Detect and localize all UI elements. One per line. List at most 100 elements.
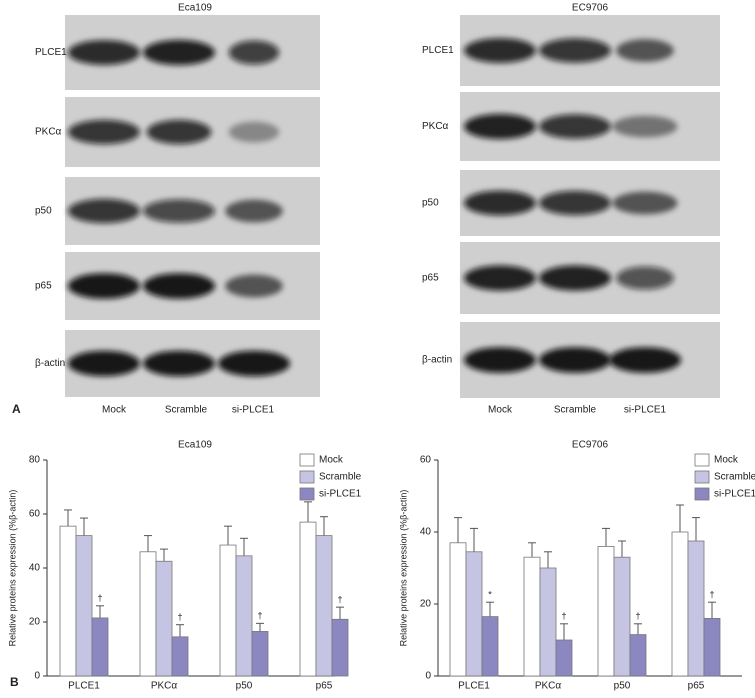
y-tick-label: 20 (29, 617, 41, 628)
bar (703, 618, 721, 677)
y-tick-label: 20 (420, 599, 432, 610)
significance-mark: † (337, 595, 342, 605)
bar (155, 560, 173, 677)
bar (75, 535, 93, 677)
blot-band (218, 350, 290, 377)
blot-row-label: p65 (35, 281, 52, 292)
bar (539, 567, 557, 677)
significance-mark: † (177, 612, 182, 622)
bar (91, 617, 109, 677)
chart-title: Eca109 (178, 440, 212, 451)
blot-band (68, 350, 140, 377)
bar (139, 551, 157, 677)
legend-label: Mock (319, 455, 344, 466)
lane-label: Mock (102, 405, 127, 416)
blot-title: Eca109 (178, 3, 212, 14)
blot-band (225, 199, 283, 223)
bar (219, 544, 237, 677)
legend-swatch (299, 470, 315, 484)
blot-band (68, 40, 140, 65)
blot-row-label: PKCα (422, 121, 449, 132)
bar (331, 618, 349, 677)
x-tick-label: p50 (614, 681, 631, 692)
x-tick-label: p65 (688, 681, 705, 692)
bar (555, 639, 573, 677)
bar (235, 555, 253, 677)
blot-band (539, 265, 611, 291)
blot-band (464, 38, 536, 63)
blot-band (616, 266, 674, 290)
significance-mark: † (561, 611, 566, 621)
blot-row-label: p50 (35, 206, 52, 217)
y-axis-label: Relative proteins expression (%β-actin) (7, 490, 17, 647)
blot-band (68, 119, 140, 145)
x-tick-label: PKCα (151, 681, 178, 692)
legend-swatch (694, 487, 710, 501)
legend-swatch (299, 453, 315, 467)
blot-band (539, 114, 611, 139)
bar (687, 540, 705, 677)
blot-band (228, 121, 280, 143)
blot-band (612, 191, 678, 215)
blot-band (464, 113, 536, 140)
chart-title: EC9706 (572, 440, 609, 451)
blot-band (539, 347, 611, 373)
bar (315, 535, 333, 677)
x-tick-label: p50 (236, 681, 253, 692)
bar (613, 556, 631, 677)
blot-row-label: p65 (422, 273, 439, 284)
blot-band (612, 115, 678, 138)
bar (449, 542, 467, 677)
blot-band (464, 265, 536, 291)
x-tick-label: PLCE1 (68, 681, 100, 692)
y-tick-label: 40 (420, 527, 432, 538)
x-tick-label: PKCα (535, 681, 562, 692)
legend-swatch (694, 470, 710, 484)
blot-band (609, 347, 681, 373)
y-axis-label: Relative proteins expression (%β-actin) (398, 490, 408, 647)
blot-band (464, 347, 536, 373)
x-tick-label: PLCE1 (458, 681, 490, 692)
blot-band (143, 39, 215, 66)
lane-label: Scramble (165, 405, 208, 416)
blot-band (68, 198, 140, 224)
y-tick-label: 60 (29, 509, 41, 520)
legend-label: Mock (714, 455, 739, 466)
panel-label: A (12, 402, 21, 416)
y-tick-label: 0 (34, 671, 40, 682)
bar (597, 546, 615, 677)
bar (523, 556, 541, 677)
panel-label: B (10, 675, 19, 689)
blot-band (143, 350, 215, 377)
significance-mark: † (635, 611, 640, 621)
legend-label: Scramble (714, 472, 755, 483)
bar (251, 631, 269, 677)
blot-band (143, 199, 215, 223)
blot-band (146, 119, 212, 145)
blot-row-label: β-actin (35, 358, 65, 369)
blot-band (68, 273, 140, 299)
y-tick-label: 0 (425, 671, 431, 682)
blot-band (225, 274, 283, 298)
legend-label: Scramble (319, 472, 362, 483)
significance-mark: † (257, 611, 262, 621)
legend-swatch (299, 487, 315, 501)
blot-row-label: PKCα (35, 127, 62, 138)
blot-row-label: PLCE1 (422, 45, 454, 56)
y-tick-label: 80 (29, 455, 41, 466)
legend-label: si-PLCE1 (319, 489, 362, 500)
bar (59, 525, 77, 677)
x-tick-label: p65 (316, 681, 333, 692)
bar (481, 616, 499, 677)
bar (671, 531, 689, 677)
blot-band (143, 273, 215, 299)
legend-label: si-PLCE1 (714, 489, 755, 500)
blot-row-label: PLCE1 (35, 47, 67, 58)
blot-title: EC9706 (572, 3, 609, 14)
significance-mark: † (97, 593, 102, 603)
blot-band (539, 190, 611, 216)
bar (465, 551, 483, 677)
significance-mark: † (709, 590, 714, 600)
bar (299, 521, 317, 677)
significance-mark: * (488, 590, 492, 600)
